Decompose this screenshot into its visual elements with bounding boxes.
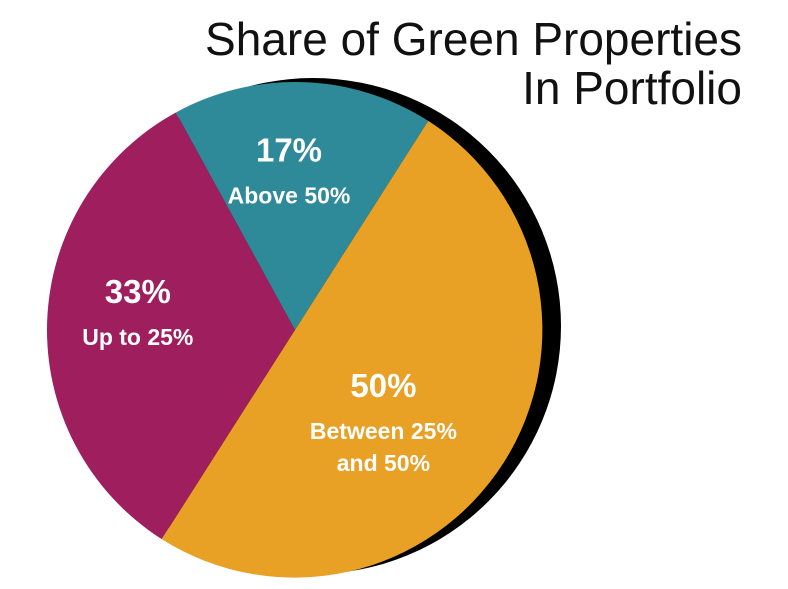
pie-slice-3-value-label: 50% xyxy=(350,367,416,404)
pie-slice-1-value-label: 33% xyxy=(105,273,171,310)
chart-title: Share of Green Properties In Portfolio xyxy=(205,13,742,114)
pie-slice-2-value-label: 17% xyxy=(256,131,322,168)
pie-slice-3-category-label: Between 25% xyxy=(310,418,457,444)
pie-slice-1-category-label: Up to 25% xyxy=(82,324,193,350)
pie-slices xyxy=(47,82,543,578)
pie-slice-3 xyxy=(161,120,543,578)
pie-slice-2 xyxy=(175,82,429,331)
chart-title-line-1: Share of Green Properties xyxy=(205,13,742,65)
pie-slice-1 xyxy=(47,112,296,540)
pie-slice-2-category-label: Above 50% xyxy=(228,182,351,208)
chart-title-line-2: In Portfolio xyxy=(522,62,742,114)
pie-labels: 33% Up to 25% 17% Above 50% 50% Between 25% an… xyxy=(82,131,457,476)
pie-slice-3-category-label: and 50% xyxy=(337,450,430,476)
